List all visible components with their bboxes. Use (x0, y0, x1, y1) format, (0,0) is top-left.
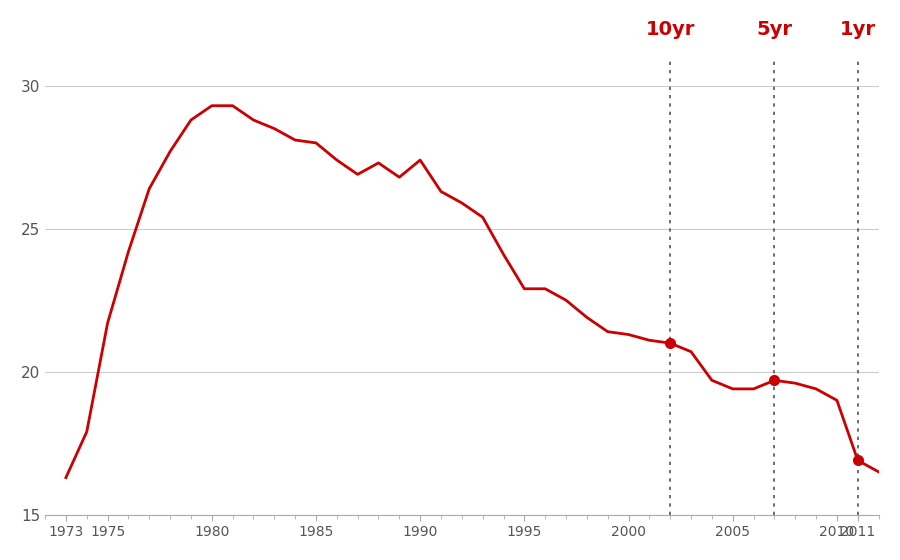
Text: 1yr: 1yr (840, 20, 876, 39)
Text: 10yr: 10yr (645, 20, 695, 39)
Text: 5yr: 5yr (756, 20, 792, 39)
